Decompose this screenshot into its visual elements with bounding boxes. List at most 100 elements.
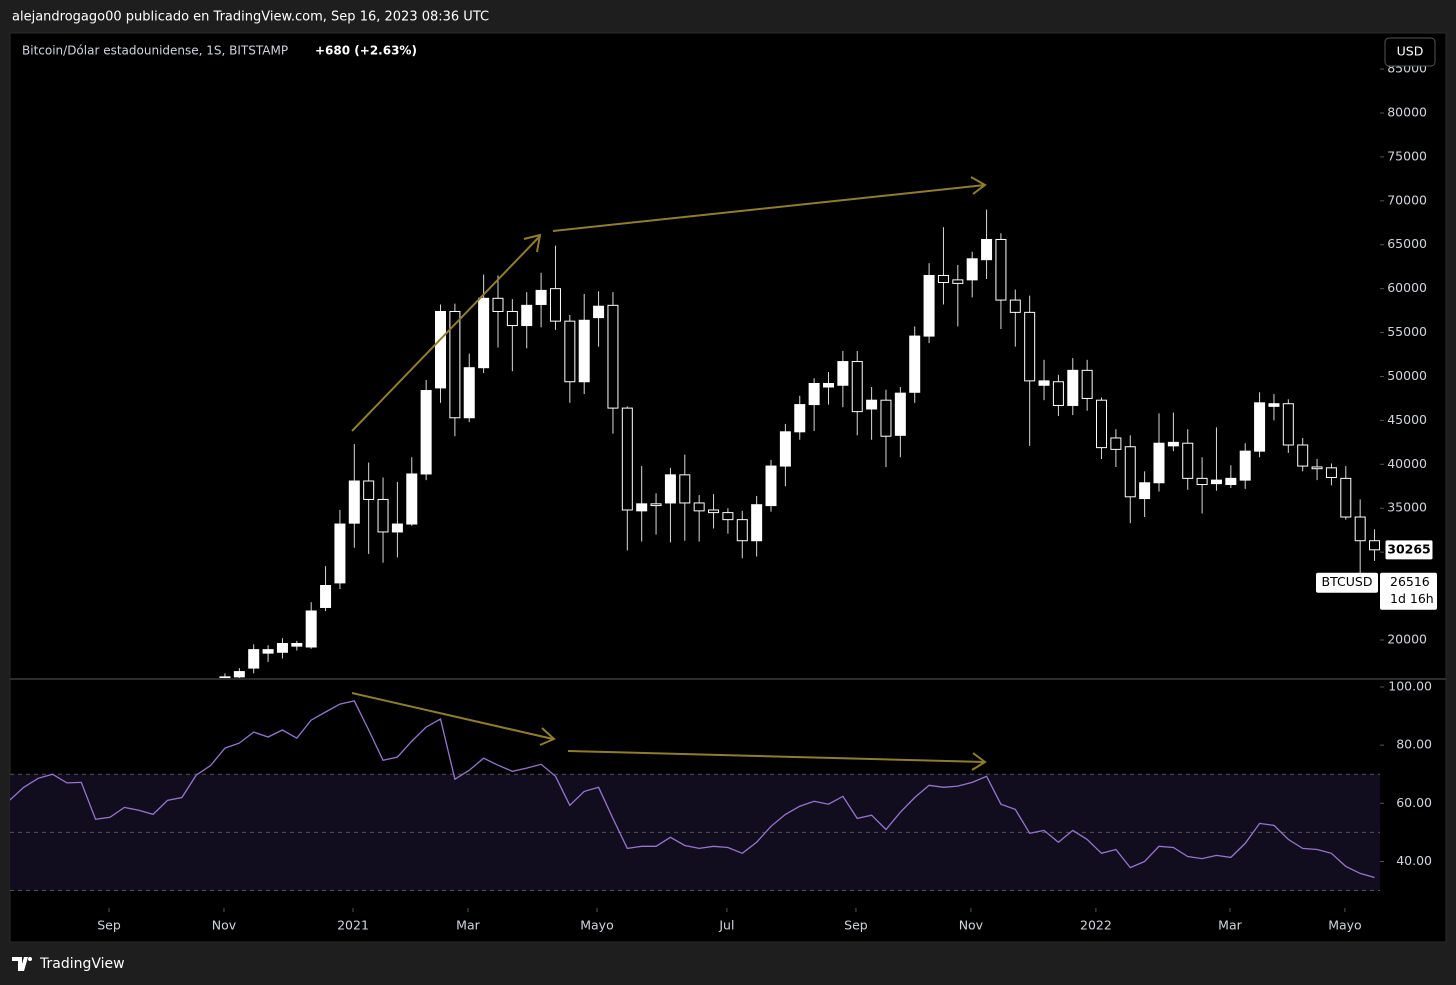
candle (650, 493, 662, 535)
y-tick-label: 35000 (1387, 500, 1427, 515)
candle (808, 378, 820, 431)
candle (722, 508, 734, 534)
y-tick-label: 40.00 (1396, 853, 1432, 868)
candle (276, 638, 288, 659)
candle (1210, 427, 1222, 491)
candle-body (693, 502, 705, 512)
candle-body (1182, 442, 1194, 479)
candle (1139, 471, 1151, 518)
candle (1239, 443, 1251, 489)
x-tick-label: Sep (97, 918, 121, 933)
candle (219, 673, 231, 678)
y-tick-label: 45000 (1387, 412, 1427, 427)
candle (334, 509, 346, 590)
arrow-head (970, 176, 987, 195)
candle-body (866, 399, 878, 410)
candle (708, 494, 720, 529)
candle (1340, 466, 1352, 520)
trend-arrow (351, 235, 541, 432)
candle-body (894, 392, 906, 436)
arrow-head (539, 727, 556, 746)
candle-body (1052, 381, 1064, 406)
candle (866, 387, 878, 440)
candle-body (1282, 403, 1294, 446)
y-tick-label: 55000 (1387, 324, 1427, 339)
x-tick-label: Mar (1218, 918, 1242, 933)
candle (377, 477, 389, 563)
candle (1369, 529, 1380, 561)
symbol-tag-label: BTCUSD (1322, 574, 1373, 589)
countdown-label: 1d 16h (1390, 591, 1434, 606)
candle (751, 495, 763, 557)
candle (851, 351, 863, 436)
candle (880, 389, 892, 467)
candle-body (233, 671, 245, 678)
brand-icon (12, 957, 28, 971)
candle-body (1081, 369, 1093, 399)
arrow-head (971, 752, 987, 771)
candle-body (248, 649, 260, 669)
x-tick-label: Mayo (1328, 918, 1362, 933)
candle-body (981, 238, 993, 261)
candle (837, 351, 849, 408)
candle (391, 481, 403, 558)
candle-body (765, 465, 777, 507)
candle-body (1124, 446, 1136, 498)
author-line: alejandrogago00 publicado en TradingView… (12, 10, 489, 25)
candle (1096, 397, 1108, 460)
candle-body (1340, 477, 1352, 518)
candle (822, 372, 834, 405)
rsi-band (10, 774, 1380, 891)
y-tick-label: 80000 (1387, 104, 1427, 119)
candle-body (1167, 441, 1179, 447)
y-tick-label: 60000 (1387, 280, 1427, 295)
candle-body (1268, 403, 1280, 407)
candle-body (478, 297, 490, 369)
y-tick-label: 40000 (1387, 456, 1427, 471)
candle-body (808, 383, 820, 406)
candle (1038, 359, 1050, 401)
candle-body (1325, 467, 1337, 478)
divergence-arrow (567, 750, 986, 763)
candle-body (1369, 540, 1380, 551)
candle (679, 454, 691, 541)
candle-body (1354, 516, 1366, 542)
candle-body (363, 480, 375, 500)
candle-body (334, 523, 346, 584)
candle (621, 406, 633, 551)
candle (1354, 499, 1366, 582)
candle (1196, 457, 1208, 514)
last-price-tag (1384, 539, 1434, 561)
candle (966, 251, 978, 298)
candle-body (549, 288, 561, 322)
candle-body (1139, 482, 1151, 500)
candle-body (1297, 444, 1309, 467)
candle-body (219, 676, 231, 678)
candle-body (377, 498, 389, 533)
candle (937, 227, 949, 305)
x-tick-label: Jul (718, 918, 734, 933)
candle-body (621, 407, 633, 511)
currency-button[interactable] (1384, 37, 1436, 67)
arrow-head (523, 233, 542, 253)
candle-body (506, 310, 518, 327)
price-change: +680 (+2.63%) (315, 44, 417, 58)
candle-body (607, 304, 619, 409)
x-tick-label: Mar (456, 918, 480, 933)
candle-body (636, 503, 648, 512)
candle (478, 274, 490, 373)
candle (420, 379, 432, 481)
candle (1124, 435, 1136, 524)
candle (535, 272, 547, 328)
y-tick-label: 75000 (1387, 148, 1427, 163)
candle-body (535, 289, 547, 305)
candle (909, 326, 921, 403)
candle-body (521, 304, 533, 327)
candle-body (1210, 479, 1222, 485)
candle (521, 292, 533, 349)
currency-label[interactable]: USD (1397, 44, 1424, 59)
candle-body (1067, 369, 1079, 406)
brand-name: TradingView (39, 956, 125, 972)
candle-body (1254, 402, 1266, 452)
